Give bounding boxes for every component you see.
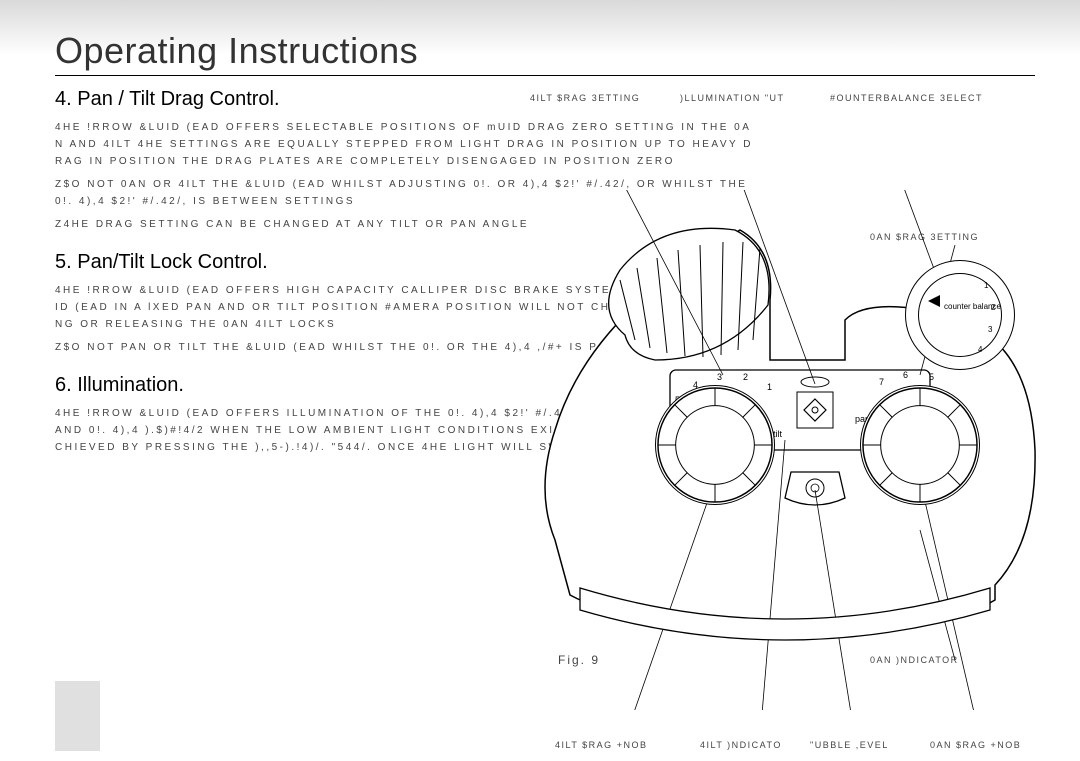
svg-text:5: 5 (929, 372, 934, 382)
page-gutter-block (55, 681, 100, 751)
svg-text:3: 3 (717, 372, 722, 382)
svg-text:2: 2 (743, 372, 748, 382)
callout-illumination-button: )LLUMINATION "UT (680, 93, 785, 103)
heading-4: 4. Pan / Tilt Drag Control. (55, 88, 755, 111)
counterbalance-label: counter balance (944, 303, 1001, 311)
dial-number: 4 (978, 345, 982, 354)
tilt-drag-knob (655, 385, 775, 505)
page-title: Operating Instructions (55, 30, 418, 72)
callout-tilt-drag-knob: 4ILT $RAG +NOB (555, 740, 647, 750)
pan-drag-knob (860, 385, 980, 505)
svg-text:6: 6 (903, 370, 908, 380)
callout-pan-drag-knob: 0AN $RAG +NOB (930, 740, 1021, 750)
paragraph: 4HE !RROW &LUID (EAD OFFERS SELECTABLE P… (55, 119, 755, 170)
callout-tilt-drag-setting: 4ILT $RAG 3ETTING (530, 93, 640, 103)
callout-tilt-indicator: 4ILT )NDICATO (700, 740, 782, 750)
callout-counterbalance-selector: #OUNTERBALANCE 3ELECT (830, 93, 983, 103)
dial-number: 3 (988, 325, 992, 334)
fluid-head-diagram: pan tilt 5 4 3 2 1 7 6 5 0 1 (525, 190, 1045, 710)
dial-number: 1 (984, 281, 988, 290)
callout-bubble-level: "UBBLE ,EVEL (810, 740, 889, 750)
counterbalance-knob: 1 2 3 4 counter balance (905, 260, 1015, 370)
